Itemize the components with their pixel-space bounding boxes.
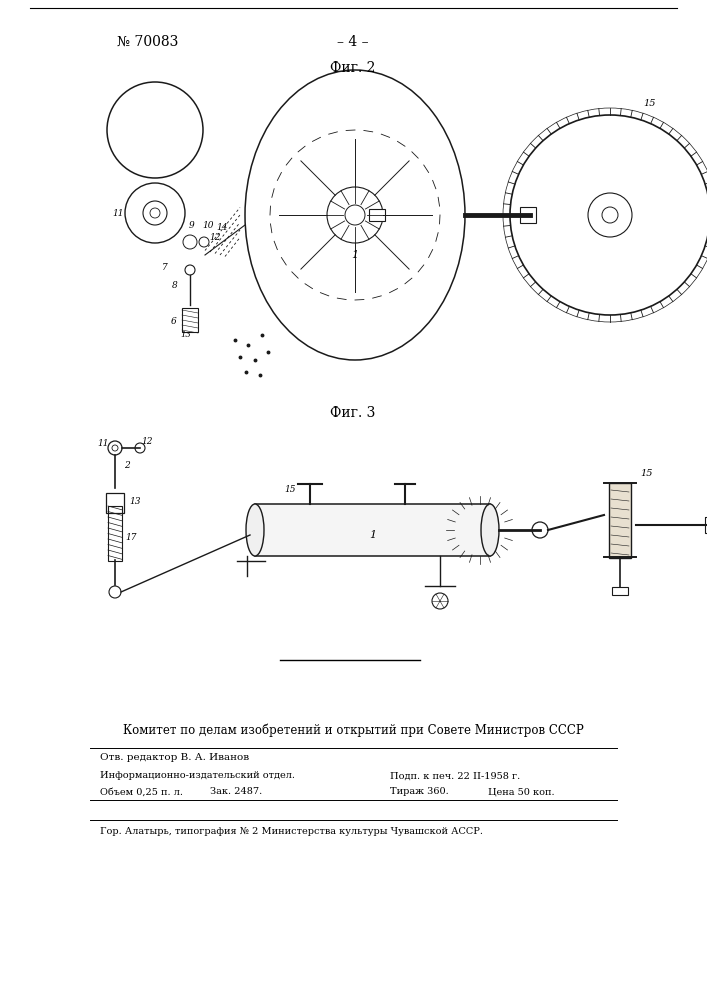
Text: 17: 17	[125, 534, 136, 542]
Text: 2: 2	[124, 462, 130, 471]
Text: 6: 6	[171, 316, 177, 326]
Text: 12: 12	[209, 233, 221, 242]
Text: 11: 11	[112, 209, 124, 218]
Text: 1: 1	[351, 250, 358, 260]
Text: 13: 13	[180, 331, 192, 339]
Text: Объем 0,25 п. л.: Объем 0,25 п. л.	[100, 788, 183, 796]
Ellipse shape	[481, 504, 499, 556]
Bar	[182, 308, 198, 332]
Text: 8: 8	[172, 280, 178, 290]
Text: Фиг. 3: Фиг. 3	[330, 406, 375, 420]
Bar	[108, 506, 122, 561]
Text: 15: 15	[644, 99, 656, 107]
Text: 7: 7	[162, 263, 168, 272]
Text: Фиг. 2: Фиг. 2	[330, 61, 375, 75]
Text: – 4 –: – 4 –	[337, 35, 369, 49]
Text: 14: 14	[216, 224, 228, 232]
Text: Подп. к печ. 22 II-1958 г.: Подп. к печ. 22 II-1958 г.	[390, 772, 520, 780]
Text: 10: 10	[202, 222, 214, 231]
Bar	[369, 209, 385, 221]
Ellipse shape	[246, 504, 264, 556]
Bar	[106, 493, 124, 513]
Text: Тираж 360.: Тираж 360.	[390, 788, 449, 796]
Text: 1: 1	[369, 530, 376, 540]
Text: Комитет по делам изобретений и открытий при Совете Министров СССР: Комитет по делам изобретений и открытий …	[122, 723, 583, 737]
Text: 12: 12	[141, 438, 153, 446]
Text: 11: 11	[98, 438, 109, 448]
Bar	[612, 587, 628, 595]
Text: 15: 15	[284, 486, 296, 494]
Text: 15: 15	[640, 468, 653, 478]
Text: 13: 13	[129, 496, 141, 506]
Bar	[520, 207, 536, 223]
Text: № 70083: № 70083	[117, 35, 179, 49]
Text: Цена 50 коп.: Цена 50 коп.	[488, 788, 554, 796]
Text: Информационно-издательский отдел.: Информационно-издательский отдел.	[100, 772, 295, 780]
Bar	[705, 517, 707, 533]
Text: Гор. Алатырь, типография № 2 Министерства культуры Чувашской АССР.: Гор. Алатырь, типография № 2 Министерств…	[100, 828, 483, 836]
Text: 9: 9	[189, 222, 195, 231]
Text: Зак. 2487.: Зак. 2487.	[210, 788, 262, 796]
Bar	[255, 504, 490, 556]
Bar	[609, 483, 631, 558]
Text: Отв. редактор В. А. Иванов: Отв. редактор В. А. Иванов	[100, 754, 249, 762]
